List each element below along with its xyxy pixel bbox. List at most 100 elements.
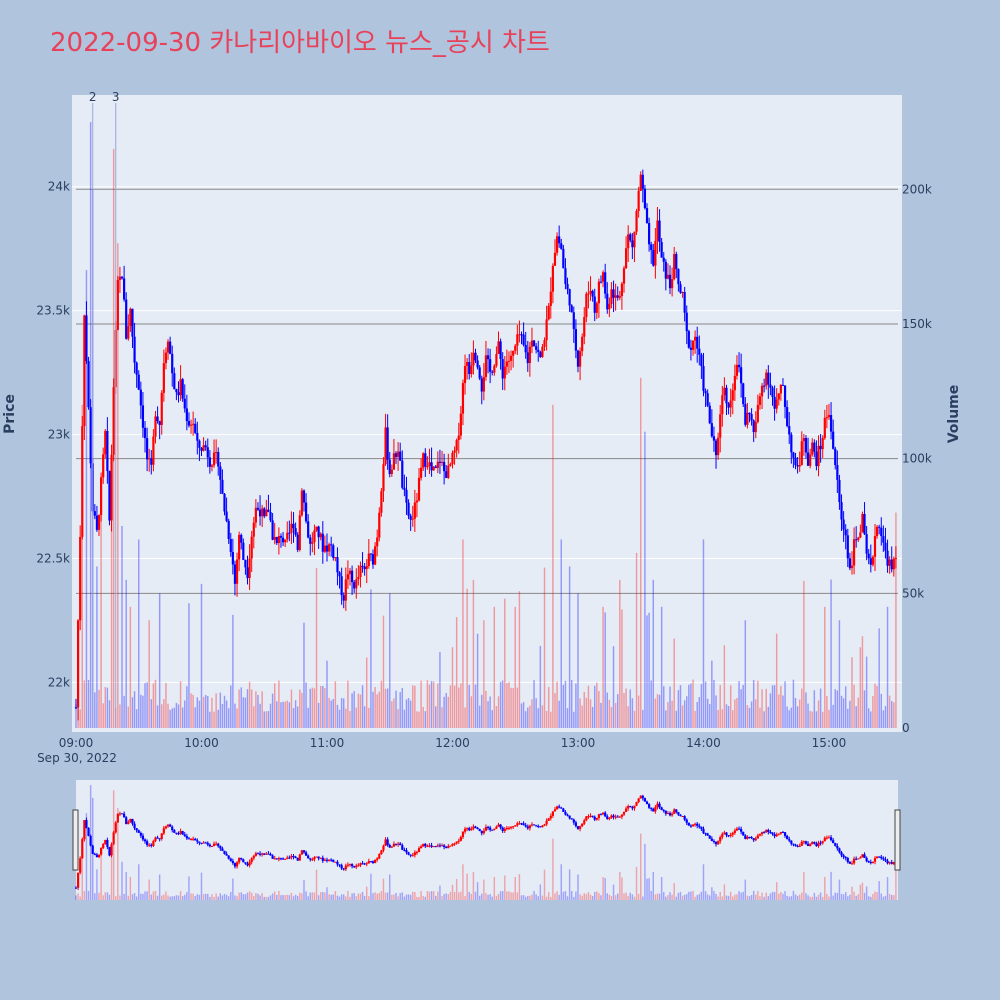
range-volume-bar [194,896,196,900]
range-candle-body [873,858,877,862]
volume-bar [788,710,790,728]
range-handle-left[interactable] [72,809,79,871]
range-candle-body [702,828,705,834]
volume-bar [612,646,615,728]
range-volume-bar [748,896,751,900]
range-candle-body [104,840,107,845]
volume-bar [499,681,502,728]
candle-body [574,329,577,351]
volume-bar [882,710,885,728]
candle-body [597,281,601,304]
volume-bar [805,692,807,728]
range-volume-bar [527,896,529,900]
range-volume-bar [309,892,311,900]
candle-body [447,465,450,478]
range-volume-bar [353,893,355,900]
range-volume-bar [129,877,132,900]
volume-bar [815,711,818,728]
candle-body [744,404,747,425]
range-volume-bar [654,894,657,900]
range-candle-body [880,856,883,859]
range-candle-body [604,812,607,817]
range-candle-body [428,845,431,847]
range-volume-bar [338,896,341,900]
range-handle-right[interactable] [894,809,901,871]
range-candle-body [432,846,435,848]
range-candle-body [367,861,370,864]
range-volume-bar [319,892,322,900]
range-volume-bar [729,891,732,900]
range-candle-body [867,861,870,863]
candle-body [873,535,877,557]
range-volume-bar [290,892,293,900]
candle-body [183,398,186,409]
range-candle-body [181,831,184,835]
range-candle-body [675,809,678,813]
range-candle-body [311,859,314,861]
range-candle-body [779,832,782,834]
range-candle-body [662,810,665,812]
volume-bar [550,711,552,728]
range-volume-bar [81,838,84,900]
candle-body [570,305,573,313]
candle-body [474,352,477,361]
range-candle-body [166,824,170,827]
volume-bar [368,707,370,728]
range-candle-body [474,826,477,828]
range-candle-body [74,887,78,889]
range-volume-bar [591,895,594,900]
range-volume-bar [472,871,475,900]
candle-body [125,299,128,339]
range-candle-body [445,846,448,849]
volume-bar [627,706,629,728]
candle-body [666,274,670,279]
range-candle-body [317,856,320,859]
range-candle-body [765,829,768,833]
range-candle-body [133,823,136,829]
volume-bar [784,681,786,728]
range-candle-body [658,803,661,808]
range-candle-body [411,855,414,857]
range-volume-bar [485,892,487,900]
candle-body [888,559,891,566]
candle-body [102,454,105,478]
price-tick-label: 22k [48,675,70,689]
time-tick-label: 11:00 [310,736,345,750]
candle-body [164,352,168,364]
range-volume-bar [694,896,696,900]
range-candle-body [261,853,264,855]
volume-bar [485,690,487,728]
volume-bar [386,688,389,728]
range-candle-body [576,826,580,829]
range-candle-body [647,804,651,808]
range-candle-body [681,816,684,818]
range-candle-body [727,835,730,837]
range-candle-body [357,865,360,867]
range-volume-bar [294,894,297,900]
range-volume-bar [874,891,876,900]
candle-body [440,461,444,463]
volume-bar [876,685,878,728]
range-candle-body [731,832,734,835]
volume-bar [204,694,207,728]
range-volume-bar [807,895,809,900]
volume-bar [301,692,303,728]
volume-bar [596,682,598,728]
range-volume-bar [378,893,381,900]
range-volume-bar [780,892,782,900]
volume-bar [481,694,483,728]
volume-bar [476,633,479,728]
candle-body [271,520,274,540]
candle-body [436,461,439,468]
range-volume-bar [537,896,539,900]
volume-bar [690,683,692,728]
range-volume-bar [238,892,240,900]
candle-body [742,383,745,405]
volume-bar [315,567,318,728]
volume-tick-label: 50k [902,586,924,600]
candle-body [424,453,427,467]
range-candle-body [827,837,831,839]
volume-bar [209,711,211,728]
candle-body [673,254,676,280]
range-volume-bar [303,880,305,900]
